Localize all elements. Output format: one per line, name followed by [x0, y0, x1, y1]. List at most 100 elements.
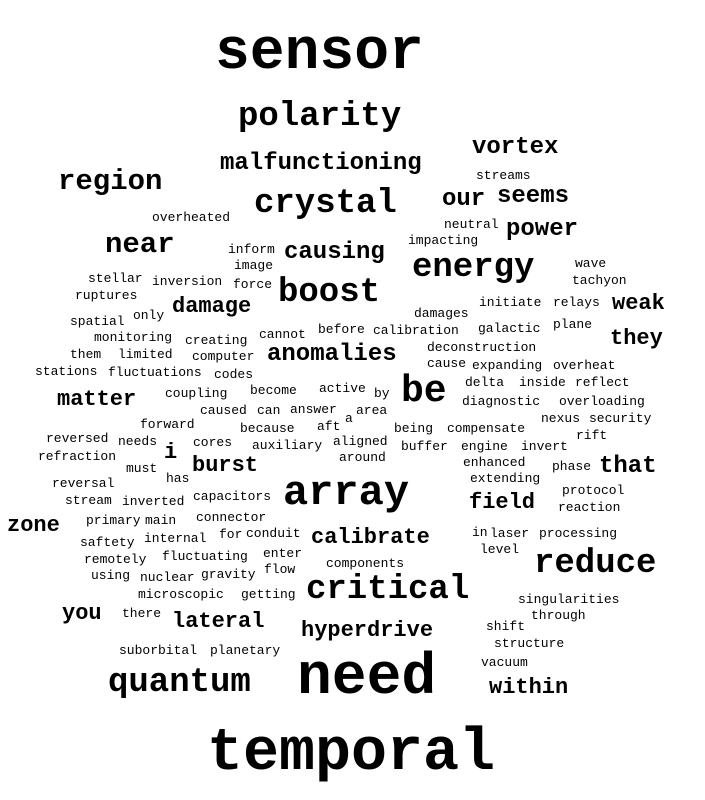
word: gravity [201, 567, 256, 582]
word: reduce [534, 545, 657, 583]
word: initiate [479, 295, 542, 310]
word: fluctuating [162, 549, 248, 564]
word: security [589, 411, 652, 426]
word: be [401, 370, 447, 413]
word: around [339, 450, 386, 465]
word: for [219, 527, 243, 542]
word: fluctuations [108, 365, 202, 380]
word: can [257, 403, 281, 418]
word: calibrate [311, 525, 430, 550]
word: deconstruction [427, 340, 537, 355]
word: quantum [108, 664, 251, 702]
word: through [531, 608, 586, 623]
word: conduit [246, 526, 301, 541]
word: phase [552, 459, 592, 474]
word: sensor [215, 21, 424, 86]
word: energy [412, 249, 535, 287]
word: our [442, 186, 486, 213]
word: overheat [553, 358, 616, 373]
word: in [472, 525, 488, 540]
word: rift [576, 428, 608, 443]
word: need [297, 646, 437, 711]
word: near [105, 228, 175, 261]
word: processing [539, 526, 618, 541]
word: that [599, 453, 657, 480]
word: needs [118, 434, 158, 449]
word: auxiliary [252, 438, 323, 453]
word: image [234, 258, 274, 273]
word: burst [192, 453, 259, 478]
word: array [283, 469, 410, 517]
word: a [345, 411, 353, 426]
word: limited [118, 347, 173, 362]
word: streams [476, 168, 531, 183]
word: lateral [172, 609, 265, 634]
word: engine [461, 439, 508, 454]
word: protocol [562, 483, 625, 498]
word: neutral [444, 217, 499, 232]
word: cannot [259, 327, 306, 342]
word: suborbital [119, 643, 198, 658]
word: hyperdrive [301, 618, 434, 643]
word: components [326, 556, 405, 571]
word: them [70, 347, 102, 362]
word: inform [228, 242, 275, 257]
word: extending [470, 471, 541, 486]
word: nexus [541, 411, 581, 426]
word: overloading [559, 394, 645, 409]
word: spatial [70, 314, 125, 329]
word: level [480, 542, 520, 557]
word: there [122, 606, 162, 621]
word: getting [241, 587, 296, 602]
word: field [469, 490, 536, 515]
word: reversal [52, 476, 115, 491]
word: causing [284, 239, 385, 266]
word: stellar [88, 271, 143, 286]
word: expanding [472, 358, 543, 373]
word: force [233, 277, 273, 292]
word: structure [494, 636, 565, 651]
word: main [145, 513, 177, 528]
word: inverted [122, 494, 185, 509]
word: plane [553, 317, 593, 332]
word: damage [172, 294, 252, 319]
word: must [126, 461, 158, 476]
word: laser [490, 526, 530, 541]
word: only [133, 308, 165, 323]
word: critical [306, 571, 470, 609]
word: stations [35, 364, 98, 379]
word: i [164, 440, 178, 465]
word: aligned [333, 434, 388, 449]
word: vortex [472, 134, 559, 161]
word: forward [140, 417, 195, 432]
word: boost [278, 274, 381, 312]
word: saftety [80, 535, 135, 550]
word: enter [263, 546, 303, 561]
word: stream [65, 493, 112, 508]
word: active [319, 381, 366, 396]
word: singularities [518, 592, 620, 607]
word: computer [192, 349, 255, 364]
word: they [610, 326, 663, 351]
word: nuclear [140, 570, 195, 585]
word: become [250, 383, 297, 398]
word: weak [612, 291, 665, 316]
word: compensate [447, 421, 526, 436]
word: coupling [165, 386, 228, 401]
word: area [356, 403, 388, 418]
word: internal [144, 531, 207, 546]
word: cause [427, 356, 467, 371]
word: using [91, 568, 131, 583]
word: malfunctioning [220, 150, 422, 177]
word: seems [497, 183, 570, 210]
word: connector [196, 510, 267, 525]
word: before [318, 322, 365, 337]
word: cores [193, 435, 233, 450]
word: wave [575, 256, 607, 271]
word: aft [317, 419, 341, 434]
word: capacitors [193, 489, 272, 504]
word: you [62, 601, 102, 626]
word: refraction [38, 449, 117, 464]
word: monitoring [94, 330, 173, 345]
